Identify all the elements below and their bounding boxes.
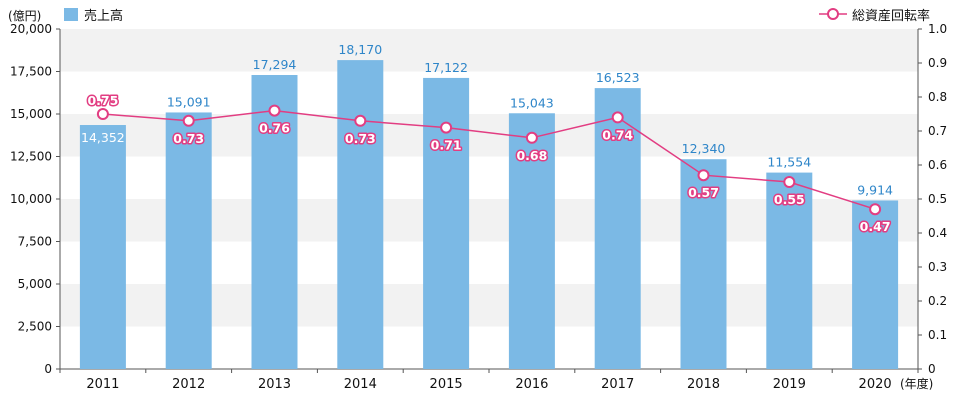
ratio-value-label: 0.68 bbox=[516, 148, 547, 163]
x-tick-label: 2019 bbox=[773, 377, 806, 392]
bar-value-label: 17,122 bbox=[424, 60, 468, 75]
bar-value-label: 12,340 bbox=[682, 141, 726, 156]
right-tick-label: 1.0 bbox=[928, 22, 947, 36]
ratio-marker bbox=[354, 114, 367, 127]
left-tick-label: 0 bbox=[44, 362, 52, 376]
left-tick-label: 12,500 bbox=[10, 150, 52, 164]
left-tick-label: 10,000 bbox=[10, 192, 52, 206]
right-tick-label: 0.8 bbox=[928, 90, 947, 104]
x-tick-label: 2016 bbox=[515, 377, 548, 392]
ratio-marker bbox=[525, 131, 538, 144]
left-tick-label: 2,500 bbox=[18, 320, 52, 334]
bar bbox=[852, 200, 899, 369]
bars bbox=[79, 60, 899, 370]
ratio-line bbox=[96, 104, 882, 216]
axes: 0 2,500 5,000 7,500 10,000 12,500 15,000 17,500… bbox=[10, 22, 947, 392]
ratio-marker bbox=[440, 121, 453, 134]
ratio-marker bbox=[697, 169, 710, 182]
bar bbox=[165, 112, 212, 369]
x-tick-label: 2011 bbox=[86, 377, 119, 392]
right-tick-label: 0.5 bbox=[928, 192, 947, 206]
left-tick-label: 17,500 bbox=[10, 65, 52, 79]
ratio-value-label: 0.71 bbox=[431, 138, 462, 153]
left-axis-unit: (億円) bbox=[8, 9, 41, 23]
ratio-value-label: 0.73 bbox=[345, 131, 376, 146]
x-tick-label: 2015 bbox=[430, 377, 463, 392]
x-tick-label: 2013 bbox=[258, 377, 291, 392]
ratio-marker bbox=[783, 176, 796, 188]
bar bbox=[251, 75, 298, 369]
ratio-value-label: 0.75 bbox=[87, 93, 118, 108]
left-tick-label: 5,000 bbox=[18, 277, 52, 291]
right-tick-label: 0.6 bbox=[928, 158, 947, 172]
bar-value-label: 15,091 bbox=[167, 94, 211, 109]
grid-band bbox=[60, 29, 918, 72]
ratio-marker bbox=[268, 104, 281, 117]
right-tick-label: 0.4 bbox=[928, 226, 947, 240]
bar-value-label: 14,352 bbox=[81, 130, 125, 145]
ratio-value-label: 0.76 bbox=[259, 121, 290, 136]
ratio-polyline bbox=[102, 109, 876, 210]
ratio-value-label: 0.55 bbox=[774, 192, 805, 207]
bar-value-label: 17,294 bbox=[253, 57, 297, 72]
bar bbox=[766, 172, 813, 369]
bar-value-label: 18,170 bbox=[338, 42, 382, 57]
bar bbox=[337, 60, 384, 370]
ratio-value-label: 0.47 bbox=[860, 219, 891, 234]
x-tick-label: 2018 bbox=[687, 377, 720, 392]
x-tick-label: 2020 bbox=[859, 377, 892, 392]
bar bbox=[79, 125, 126, 370]
left-tick-label: 15,000 bbox=[10, 107, 52, 121]
data-labels: 14,352 0.75 15,091 0.73 17,294 0.76 18,170 0.73… bbox=[81, 42, 893, 236]
legend-bar-label: 売上高 bbox=[84, 8, 123, 24]
bar-value-label: 9,914 bbox=[857, 182, 893, 197]
right-tick-label: 0.2 bbox=[928, 294, 947, 308]
x-axis-unit: (年度) bbox=[900, 376, 933, 391]
ratio-marker bbox=[869, 203, 882, 216]
ratio-marker bbox=[96, 108, 109, 120]
bar bbox=[680, 159, 727, 369]
ratio-value-label: 0.57 bbox=[688, 185, 719, 200]
right-tick-label: 0.1 bbox=[928, 328, 947, 342]
bar-value-label: 15,043 bbox=[510, 95, 554, 110]
bar-value-label: 11,554 bbox=[767, 155, 811, 170]
left-tick-label: 20,000 bbox=[10, 22, 52, 36]
right-tick-label: 0.3 bbox=[928, 260, 947, 274]
x-tick-label: 2017 bbox=[601, 377, 634, 392]
bar bbox=[423, 77, 470, 370]
bar-value-label: 16,523 bbox=[596, 70, 640, 85]
x-tick-label: 2014 bbox=[344, 377, 377, 392]
ratio-marker bbox=[611, 111, 624, 124]
ratio-value-label: 0.74 bbox=[602, 127, 633, 142]
x-tick-label: 2012 bbox=[172, 377, 205, 392]
bar bbox=[594, 88, 641, 369]
bar bbox=[508, 113, 555, 369]
right-tick-label: 0.9 bbox=[928, 56, 947, 70]
right-tick-label: 0 bbox=[928, 362, 936, 376]
legend-line-marker bbox=[827, 8, 839, 20]
left-tick-label: 7,500 bbox=[18, 235, 52, 249]
right-tick-label: 0.7 bbox=[928, 124, 947, 138]
legend-line-label: 総資産回転率 bbox=[852, 8, 930, 24]
legend-bar-swatch bbox=[64, 8, 78, 21]
ratio-value-label: 0.73 bbox=[173, 131, 204, 146]
ratio-marker bbox=[182, 114, 195, 127]
